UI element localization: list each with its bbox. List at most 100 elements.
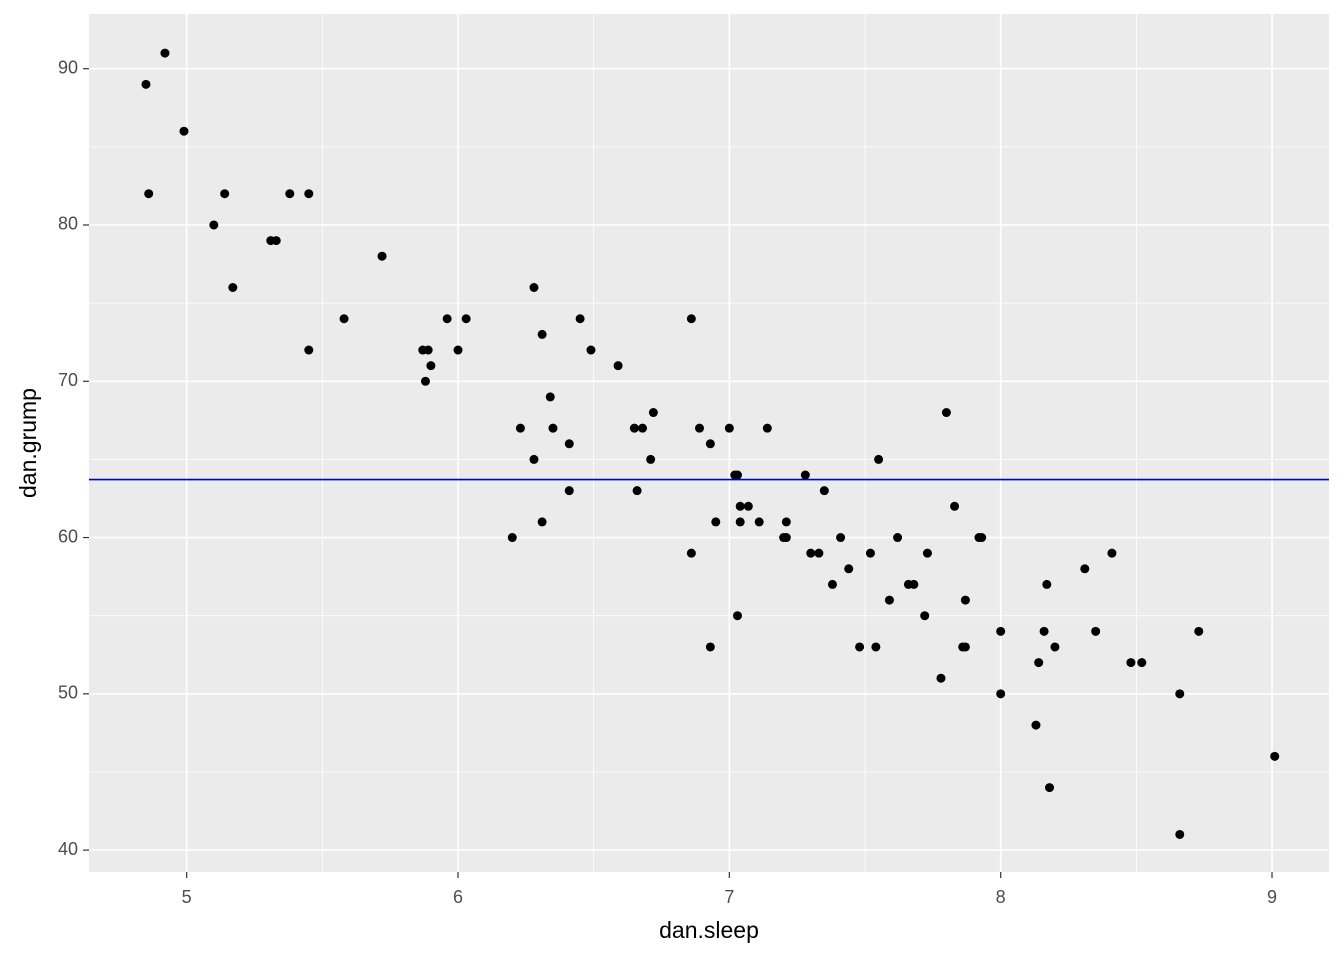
point <box>575 314 585 324</box>
point <box>936 673 946 683</box>
point <box>537 329 547 339</box>
y-tick-label: 90 <box>58 57 78 77</box>
point <box>529 282 539 292</box>
point <box>529 454 539 464</box>
point <box>711 517 721 527</box>
point <box>426 361 436 371</box>
point <box>922 548 932 558</box>
y-tick-label: 60 <box>58 526 78 546</box>
x-tick-label: 7 <box>724 887 734 907</box>
point <box>141 79 151 89</box>
point <box>827 579 837 589</box>
point <box>515 423 525 433</box>
x-tick-label: 8 <box>996 887 1006 907</box>
point <box>762 423 772 433</box>
point <box>781 517 791 527</box>
point <box>977 533 987 543</box>
point <box>800 470 810 480</box>
point <box>871 642 881 652</box>
point <box>339 314 349 324</box>
point <box>1042 579 1052 589</box>
point <box>1031 720 1041 730</box>
y-tick-label: 50 <box>58 683 78 703</box>
point <box>950 501 960 511</box>
point <box>960 595 970 605</box>
point <box>453 345 463 355</box>
point <box>1175 829 1185 839</box>
point <box>564 439 574 449</box>
point <box>629 423 639 433</box>
point <box>548 423 558 433</box>
point <box>1050 642 1060 652</box>
point <box>806 548 816 558</box>
y-tick-label: 70 <box>58 370 78 390</box>
y-axis-title: dan.grump <box>15 388 41 498</box>
point <box>735 501 745 511</box>
point <box>855 642 865 652</box>
point <box>1270 751 1280 761</box>
point <box>754 517 764 527</box>
point <box>884 595 894 605</box>
point <box>844 564 854 574</box>
x-axis-title: dan.sleep <box>659 917 759 943</box>
point <box>781 533 791 543</box>
point <box>613 361 623 371</box>
point <box>686 548 696 558</box>
x-tick-label: 5 <box>182 887 192 907</box>
point <box>724 423 734 433</box>
point <box>1091 626 1101 636</box>
point <box>420 376 430 386</box>
point <box>1194 626 1204 636</box>
point <box>220 189 230 199</box>
point <box>1034 658 1044 668</box>
point <box>743 501 753 511</box>
x-tick-label: 9 <box>1267 887 1277 907</box>
point <box>1137 658 1147 668</box>
point <box>545 392 555 402</box>
point <box>865 548 875 558</box>
point <box>836 533 846 543</box>
point <box>564 486 574 496</box>
point <box>179 126 189 136</box>
point <box>996 689 1006 699</box>
point <box>646 454 656 464</box>
point <box>228 282 238 292</box>
point <box>705 642 715 652</box>
y-tick-label: 40 <box>58 839 78 859</box>
point <box>377 251 387 261</box>
x-tick-label: 6 <box>453 887 463 907</box>
point <box>586 345 596 355</box>
point <box>442 314 452 324</box>
point <box>1045 783 1055 793</box>
y-tick-label: 80 <box>58 214 78 234</box>
point <box>271 236 281 246</box>
point <box>686 314 696 324</box>
point <box>304 345 314 355</box>
point <box>304 189 314 199</box>
point <box>732 470 742 480</box>
point <box>144 189 154 199</box>
point <box>814 548 824 558</box>
point <box>160 48 170 58</box>
point <box>1107 548 1117 558</box>
grid <box>89 14 1329 872</box>
point <box>638 423 648 433</box>
point <box>695 423 705 433</box>
marks <box>89 48 1329 839</box>
point <box>632 486 642 496</box>
point <box>1080 564 1090 574</box>
point <box>1126 658 1136 668</box>
point <box>423 345 433 355</box>
point <box>941 408 951 418</box>
point <box>507 533 517 543</box>
point <box>1039 626 1049 636</box>
point <box>960 642 970 652</box>
point <box>893 533 903 543</box>
point <box>735 517 745 527</box>
point <box>648 408 658 418</box>
point <box>732 611 742 621</box>
point <box>537 517 547 527</box>
point <box>874 454 884 464</box>
point <box>909 579 919 589</box>
